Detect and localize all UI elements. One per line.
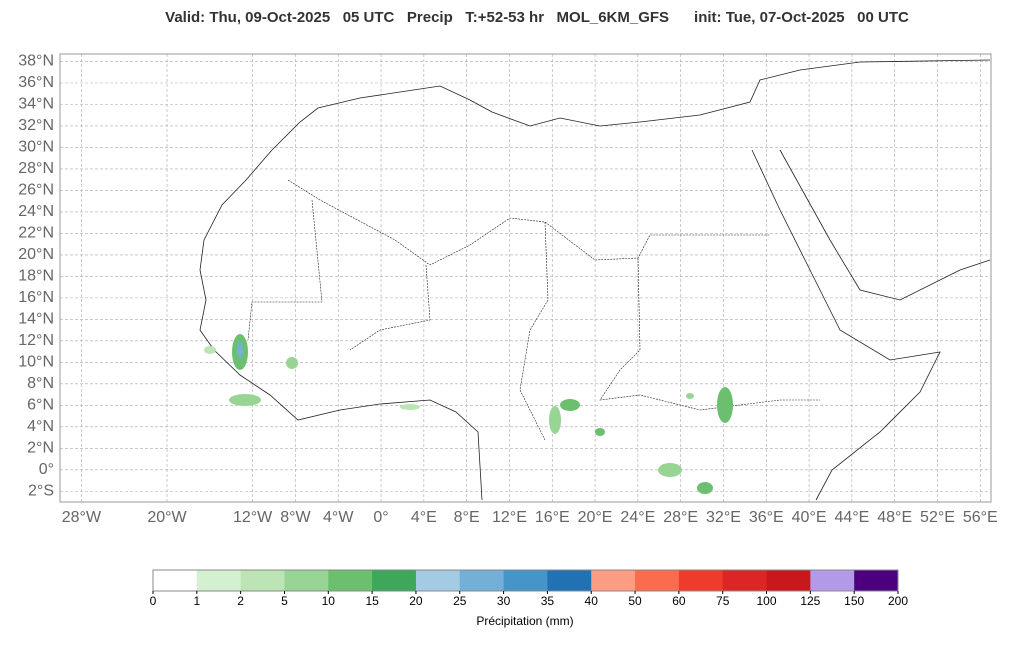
x-tick-label: 12°W [233, 509, 273, 526]
colorbar-swatch [153, 570, 198, 591]
colorbar-tick-label: 35 [541, 594, 555, 608]
colorbar-tick-label: 0 [150, 594, 157, 608]
y-tick-label: 0° [39, 461, 54, 478]
y-tick-label: 34°N [18, 96, 54, 113]
colorbar-tick-label: 5 [281, 594, 288, 608]
colorbar-swatch [284, 570, 329, 591]
colorbar-swatch [854, 570, 899, 591]
colorbar-tick-label: 200 [888, 594, 908, 608]
borders [247, 179, 820, 441]
x-tick-label: 20°W [147, 509, 187, 526]
y-tick-label: 4°N [27, 418, 54, 435]
title: Valid: Thu, 09-Oct-2025 05 UTC Precip T:… [165, 9, 909, 26]
y-tick-label: 12°N [18, 332, 54, 349]
y-tick-label: 8°N [27, 375, 54, 392]
colorbar-swatch [196, 570, 242, 591]
x-tick-label: 4°W [323, 509, 354, 526]
x-tick-label: 52°E [920, 509, 955, 526]
colorbar-swatch [635, 570, 680, 591]
map-frame [59, 53, 992, 503]
colorbar-tick-label: 100 [757, 594, 777, 608]
colorbar-tick-label: 60 [672, 594, 686, 608]
x-tick-label: 48°E [877, 509, 912, 526]
x-tick-label: 8°W [280, 509, 311, 526]
y-tick-label: 26°N [18, 182, 54, 199]
colorbar-swatch [547, 570, 592, 591]
y-tick-label: 38°N [18, 53, 54, 70]
x-tick-label: 28°W [62, 509, 102, 526]
x-tick-label: 44°E [834, 509, 869, 526]
y-tick-label: 20°N [18, 246, 54, 263]
colorbar-swatch [459, 570, 505, 591]
y-tick-label: 32°N [18, 117, 54, 134]
colorbar-tick-label: 125 [800, 594, 820, 608]
colorbar-swatch [372, 570, 417, 591]
colorbar-tick-label: 15 [365, 594, 379, 608]
y-tick-label: 18°N [18, 268, 54, 285]
x-tick-label: 56°E [963, 509, 998, 526]
x-tick-label: 16°E [535, 509, 570, 526]
colorbar-swatch [722, 570, 768, 591]
colorbar-swatch [766, 570, 811, 591]
colorbar-swatch [415, 570, 461, 591]
y-tick-label: 6°N [27, 397, 54, 414]
colorbar-swatch [503, 570, 548, 591]
x-tick-label: 28°E [663, 509, 698, 526]
y-tick-label: 36°N [18, 74, 54, 91]
y-tick-label: 22°N [18, 225, 54, 242]
y-tick-label: 14°N [18, 311, 54, 328]
colorbar-swatch [328, 570, 373, 591]
x-tick-label: 36°E [749, 509, 784, 526]
colorbar-tick-label: 150 [844, 594, 864, 608]
y-tick-label: 30°N [18, 139, 54, 156]
colorbar-swatch [240, 570, 285, 591]
colorbar-label: Précipitation (mm) [476, 614, 573, 628]
x-tick-label: 8°E [454, 509, 480, 526]
x-tick-label: 24°E [620, 509, 655, 526]
y-tick-label: 10°N [18, 354, 54, 371]
coastlines [199, 59, 991, 501]
x-tick-label: 20°E [578, 509, 613, 526]
colorbar-tick-label: 1 [193, 594, 200, 608]
x-tick-label: 4°E [411, 509, 437, 526]
precip-areas [204, 334, 733, 494]
colorbar-tick-label: 30 [497, 594, 511, 608]
y-tick-label: 2°N [27, 440, 54, 457]
y-tick-label: 28°N [18, 160, 54, 177]
colorbar-tick-label: 40 [585, 594, 599, 608]
colorbar-swatch [591, 570, 636, 591]
grid [60, 54, 991, 502]
colorbar-tick-label: 75 [716, 594, 730, 608]
y-tick-label: 16°N [18, 289, 54, 306]
colorbar-swatch [678, 570, 724, 591]
colorbar-tick-label: 2 [237, 594, 244, 608]
colorbar-tick-label: 50 [628, 594, 642, 608]
x-tick-label: 0° [373, 509, 388, 526]
colorbar-swatch [810, 570, 855, 591]
colorbar-tick-label: 10 [322, 594, 336, 608]
x-tick-label: 12°E [492, 509, 527, 526]
colorbar-frame [152, 569, 899, 592]
x-tick-label: 40°E [792, 509, 827, 526]
colorbar-tick-label: 20 [409, 594, 423, 608]
y-tick-label: 24°N [18, 203, 54, 220]
x-tick-label: 32°E [706, 509, 741, 526]
y-tick-label: 2°S [28, 482, 54, 499]
colorbar-tick-label: 25 [453, 594, 467, 608]
